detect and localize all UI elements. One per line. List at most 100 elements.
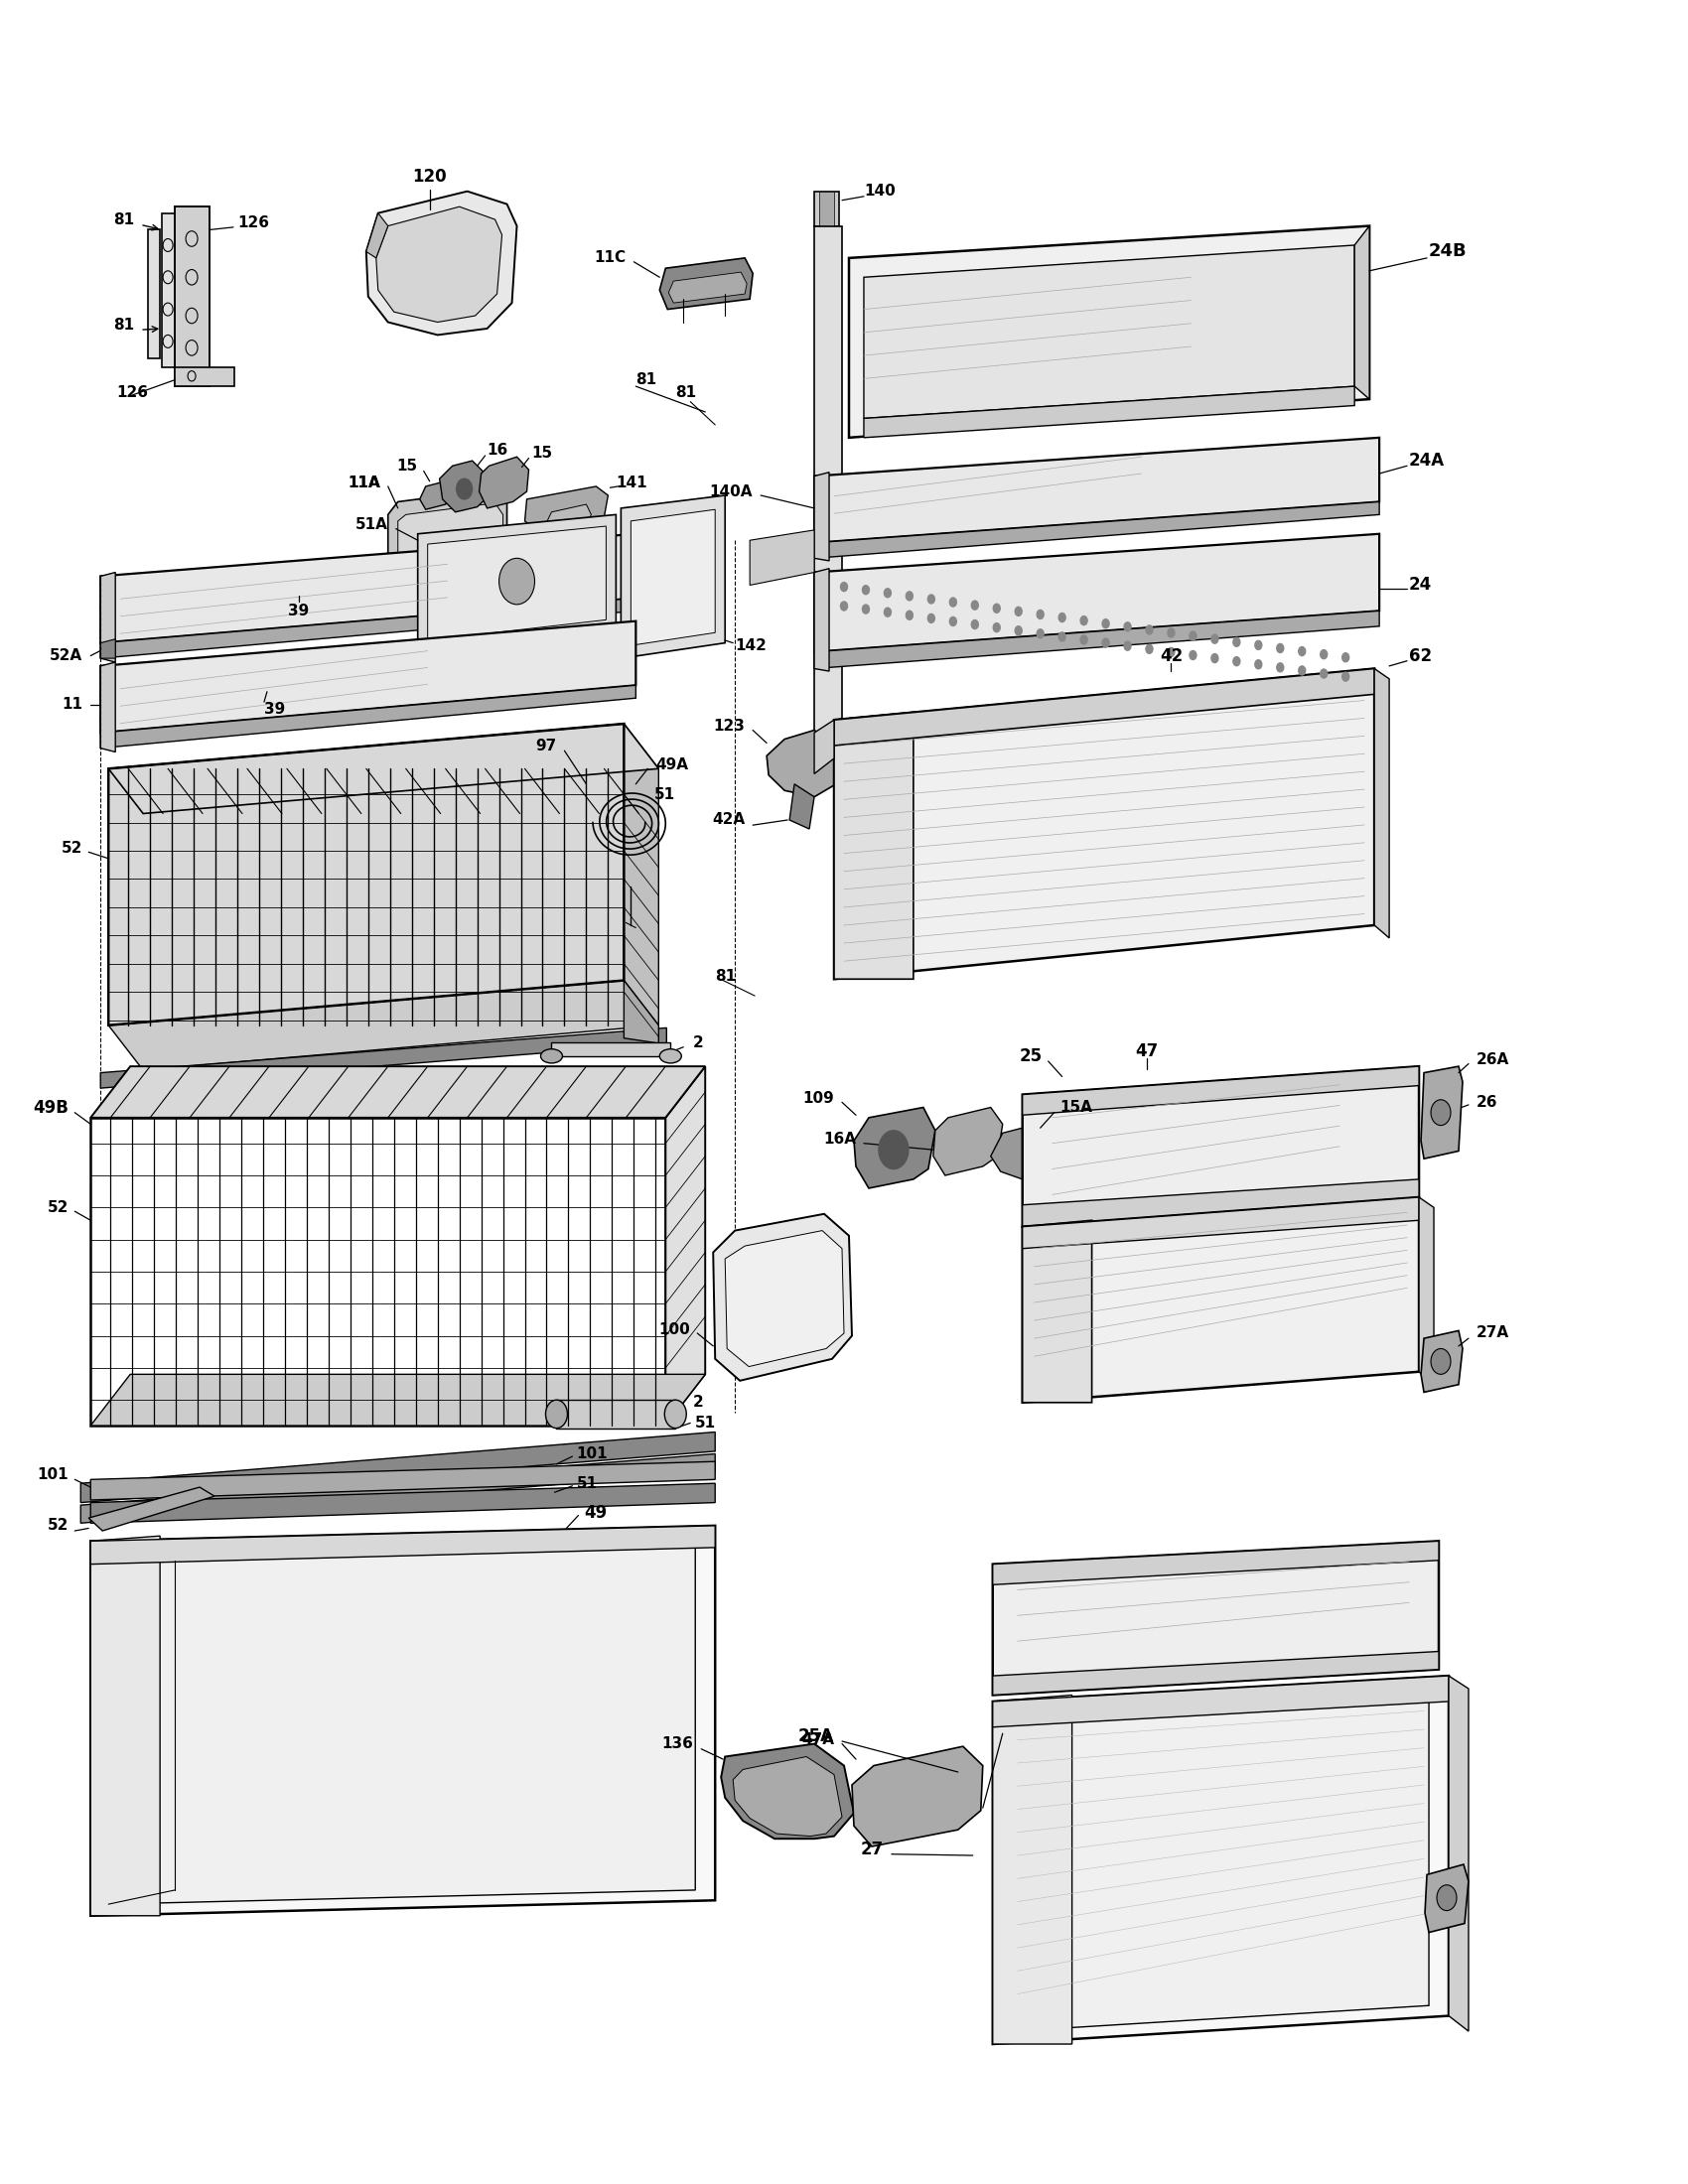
Polygon shape: [547, 505, 591, 533]
Polygon shape: [1374, 668, 1389, 939]
Polygon shape: [712, 1214, 852, 1380]
Text: 15A: 15A: [1060, 1101, 1092, 1114]
Polygon shape: [81, 1433, 716, 1503]
Circle shape: [1168, 629, 1175, 638]
Polygon shape: [749, 531, 814, 585]
Polygon shape: [525, 487, 608, 531]
Text: 126: 126: [238, 216, 268, 232]
Circle shape: [1124, 642, 1131, 651]
Circle shape: [1254, 660, 1263, 668]
Circle shape: [1342, 673, 1349, 681]
Text: 51A: 51A: [356, 518, 388, 533]
Text: 49: 49: [584, 1505, 608, 1522]
Text: 24A: 24A: [1409, 452, 1445, 470]
Polygon shape: [766, 729, 836, 797]
Polygon shape: [1023, 1221, 1092, 1402]
Text: 136: 136: [662, 1736, 694, 1752]
Text: 101: 101: [37, 1468, 69, 1481]
Text: 52A: 52A: [49, 649, 83, 664]
Circle shape: [863, 605, 869, 614]
Polygon shape: [1023, 1066, 1420, 1116]
Circle shape: [1058, 631, 1065, 642]
Circle shape: [1102, 638, 1109, 646]
Polygon shape: [814, 721, 834, 773]
Polygon shape: [733, 1756, 842, 1837]
Polygon shape: [1023, 1066, 1420, 1227]
Polygon shape: [91, 1527, 716, 1564]
Circle shape: [971, 601, 979, 609]
Circle shape: [950, 616, 957, 627]
Polygon shape: [625, 981, 658, 1044]
Circle shape: [1212, 636, 1219, 644]
Circle shape: [1190, 631, 1197, 640]
Circle shape: [885, 607, 891, 616]
Polygon shape: [864, 387, 1354, 437]
Text: 27A: 27A: [1477, 1326, 1509, 1341]
Text: 97: 97: [535, 738, 557, 753]
Polygon shape: [81, 1455, 716, 1522]
Text: 15: 15: [397, 459, 417, 474]
Polygon shape: [1420, 1197, 1433, 1387]
Circle shape: [1014, 607, 1021, 616]
Circle shape: [841, 583, 847, 592]
Polygon shape: [1023, 1197, 1420, 1402]
Text: 101: 101: [576, 1446, 608, 1461]
Polygon shape: [819, 192, 834, 225]
Circle shape: [1080, 636, 1087, 644]
Text: 11A: 11A: [348, 476, 380, 489]
Text: 81: 81: [636, 373, 657, 387]
Ellipse shape: [660, 1048, 682, 1064]
Polygon shape: [1354, 225, 1369, 400]
Text: 26A: 26A: [1477, 1053, 1509, 1068]
Polygon shape: [726, 1230, 844, 1367]
Polygon shape: [1023, 1197, 1420, 1249]
Circle shape: [1036, 609, 1043, 618]
Text: 52: 52: [61, 841, 83, 856]
Polygon shape: [993, 1651, 1438, 1695]
Text: 39: 39: [263, 703, 285, 716]
Polygon shape: [108, 1546, 695, 1904]
Polygon shape: [814, 225, 842, 771]
Text: 25A: 25A: [798, 1728, 834, 1745]
Polygon shape: [993, 1542, 1438, 1586]
Text: 26: 26: [1477, 1094, 1497, 1109]
Polygon shape: [852, 1747, 982, 1845]
Text: 81: 81: [716, 970, 736, 985]
Polygon shape: [834, 668, 1374, 745]
Text: 141: 141: [616, 476, 648, 489]
Polygon shape: [101, 620, 636, 734]
Polygon shape: [1023, 1179, 1420, 1227]
Polygon shape: [101, 598, 636, 657]
Circle shape: [1234, 657, 1241, 666]
Circle shape: [879, 1131, 908, 1168]
Text: 15: 15: [532, 446, 552, 461]
Polygon shape: [91, 1527, 716, 1915]
Polygon shape: [991, 1125, 1047, 1179]
Circle shape: [1234, 638, 1241, 646]
Circle shape: [1058, 614, 1065, 622]
Circle shape: [1276, 644, 1283, 653]
Text: 52: 52: [47, 1518, 69, 1533]
Circle shape: [1168, 649, 1175, 657]
Polygon shape: [665, 1066, 706, 1426]
Polygon shape: [790, 784, 814, 830]
Text: 109: 109: [802, 1092, 834, 1105]
Text: 81: 81: [113, 317, 135, 332]
Polygon shape: [108, 723, 625, 1024]
Polygon shape: [388, 489, 506, 592]
Polygon shape: [176, 367, 235, 387]
Polygon shape: [91, 1483, 716, 1522]
Polygon shape: [101, 686, 636, 749]
Text: 140: 140: [864, 183, 895, 199]
Text: 25: 25: [1020, 1046, 1041, 1066]
Circle shape: [950, 598, 957, 607]
Polygon shape: [660, 258, 753, 310]
Text: 24B: 24B: [1428, 242, 1467, 260]
Circle shape: [1320, 668, 1327, 677]
Circle shape: [1124, 622, 1131, 631]
Polygon shape: [854, 1107, 935, 1188]
Polygon shape: [1425, 1865, 1469, 1933]
Text: 16: 16: [488, 443, 508, 459]
Polygon shape: [814, 502, 1379, 559]
Text: 11: 11: [62, 697, 83, 712]
